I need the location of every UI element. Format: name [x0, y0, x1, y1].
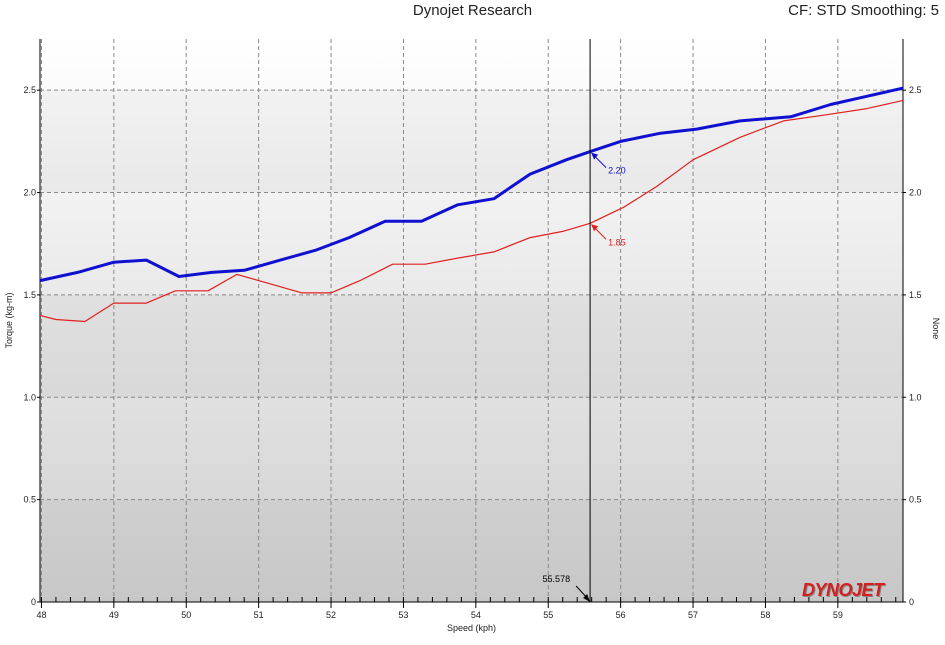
cursor-arrowhead	[583, 594, 591, 602]
dynojet-logo: DYNOJET	[802, 580, 884, 600]
series-layer	[39, 86, 904, 323]
y-tick-label: 2.0	[23, 188, 36, 198]
plot-area	[40, 39, 903, 602]
callout-label: 1.85	[608, 237, 626, 247]
x-tick-label: 51	[254, 610, 264, 620]
x-axis-title: Speed (kph)	[447, 623, 496, 633]
x-tick-label: 59	[833, 610, 843, 620]
axes: 0 0 0.5 0.5 1.0 1.0 1.5 1.5 2.0 2.0 2.5 2.5 48 49 50 51…	[23, 39, 922, 620]
callout-label: 2.20	[608, 166, 626, 176]
cursor-value-label: 55.578	[543, 574, 571, 584]
grid-band	[40, 295, 903, 397]
grid	[40, 39, 903, 602]
y-axis-title: Torque (kg-m)	[4, 292, 14, 348]
correction-factor-info: CF: STD Smoothing: 5	[788, 2, 939, 19]
y-tick-label-right: 0.5	[909, 495, 922, 505]
x-tick-label: 52	[326, 610, 336, 620]
y-tick-label-right: 2.0	[909, 188, 922, 198]
series-line-2	[39, 99, 904, 323]
x-tick-label: 58	[760, 610, 770, 620]
y-tick-label: 1.5	[23, 290, 36, 300]
y-tick-label: 1.0	[23, 392, 36, 402]
callout-arrowhead	[591, 152, 599, 160]
y-tick-label: 2.5	[23, 85, 36, 95]
x-tick-label: 54	[471, 610, 481, 620]
x-tick-label: 56	[616, 610, 626, 620]
y-tick-label: 0.5	[23, 495, 36, 505]
cursor-layer[interactable]: 55.578 2.20 1.85	[543, 39, 626, 602]
y-axis-title-right: None	[931, 318, 941, 340]
y-tick-label-right: 1.0	[909, 392, 922, 402]
callout-arrowhead	[591, 224, 599, 232]
x-tick-label: 55	[543, 610, 553, 620]
x-tick-label: 57	[688, 610, 698, 620]
y-tick-label-right: 1.5	[909, 290, 922, 300]
y-tick-label-right: 0	[909, 597, 914, 607]
y-tick-label-right: 2.5	[909, 85, 922, 95]
x-tick-label: 48	[36, 610, 46, 620]
x-tick-label: 53	[398, 610, 408, 620]
x-tick-label: 50	[181, 610, 191, 620]
grid-band	[40, 90, 903, 192]
chart-title: Dynojet Research	[412, 2, 533, 19]
y-tick-label: 0	[31, 597, 36, 607]
x-tick-label: 49	[109, 610, 119, 620]
grid-band	[40, 500, 903, 602]
series-line-1	[39, 86, 904, 283]
